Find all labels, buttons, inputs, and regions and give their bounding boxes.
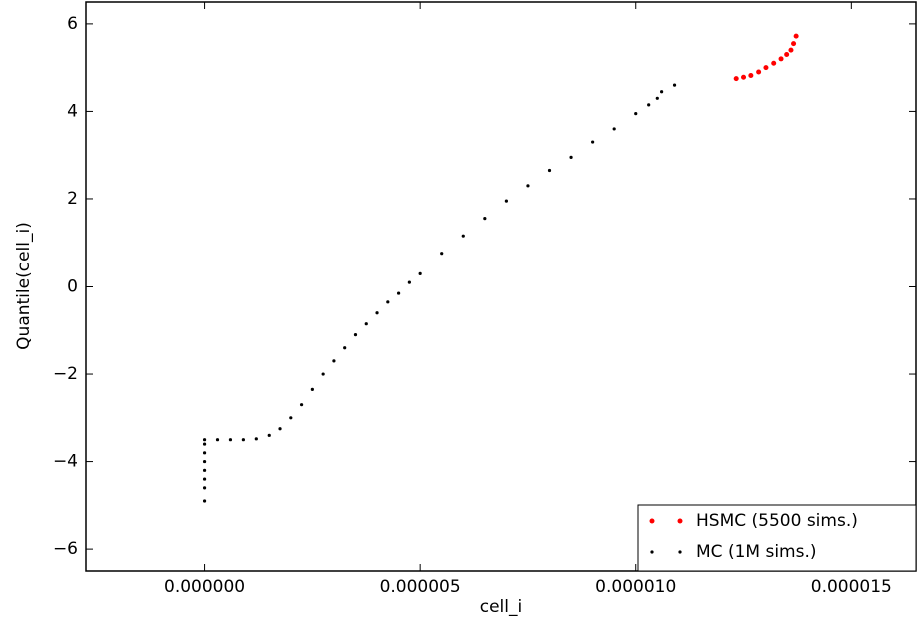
point: [660, 90, 664, 94]
plot-frame: [85, 1, 917, 572]
point: [310, 387, 314, 391]
point: [634, 112, 638, 116]
point: [778, 56, 784, 62]
point: [504, 199, 508, 203]
point: [547, 168, 552, 173]
point: [655, 96, 659, 100]
point: [241, 438, 245, 442]
y-tick-label: −2: [53, 364, 78, 384]
point: [407, 280, 411, 284]
point: [771, 60, 777, 66]
point: [396, 291, 401, 295]
point: [763, 65, 769, 71]
point: [299, 403, 304, 407]
y-tick-label: −4: [53, 452, 78, 472]
y-tick-label: 6: [67, 14, 78, 34]
x-tick-label: 0.000010: [595, 577, 676, 597]
point: [461, 234, 465, 238]
point: [228, 438, 233, 442]
point: [440, 252, 444, 256]
x-tick-label: 0.000005: [380, 577, 461, 597]
y-tick-label: 0: [67, 277, 78, 297]
legend-label: MC (1M sims.): [696, 542, 817, 562]
legend-marker: [678, 550, 682, 554]
point: [267, 433, 271, 437]
point: [526, 184, 530, 188]
point: [332, 359, 336, 363]
x-axis-label: cell_i: [480, 597, 522, 617]
point: [591, 140, 595, 144]
point: [748, 73, 754, 79]
legend-marker: [649, 518, 655, 524]
y-axis-label: Quantile(cell_i): [14, 222, 34, 350]
point: [202, 499, 207, 503]
point: [647, 103, 651, 107]
point: [202, 468, 207, 472]
x-tick-label: 0.000000: [164, 577, 245, 597]
point: [202, 477, 207, 481]
point: [375, 311, 379, 315]
point: [791, 41, 797, 47]
point: [793, 33, 799, 39]
point: [343, 346, 347, 350]
point: [364, 322, 368, 326]
point: [756, 69, 762, 75]
point: [741, 74, 747, 80]
y-tick-label: −6: [53, 539, 78, 559]
point: [202, 451, 207, 455]
point: [278, 427, 282, 431]
point: [569, 155, 573, 159]
point: [202, 459, 207, 464]
point: [202, 442, 207, 446]
legend-marker: [677, 518, 683, 524]
point: [672, 83, 677, 87]
point: [289, 416, 293, 420]
legend-box: [637, 504, 917, 572]
point: [612, 127, 616, 131]
point: [733, 76, 739, 82]
point: [202, 438, 207, 442]
point: [353, 333, 358, 337]
point: [788, 47, 794, 53]
point: [418, 271, 422, 275]
point: [321, 372, 325, 376]
point: [254, 437, 258, 441]
y-tick-label: 2: [67, 189, 78, 209]
point: [202, 486, 207, 490]
y-tick-label: 4: [67, 101, 78, 121]
point: [215, 438, 220, 442]
point: [784, 52, 790, 58]
point: [386, 300, 390, 304]
legend-marker: [650, 550, 654, 554]
legend-label: HSMC (5500 sims.): [696, 511, 858, 531]
x-tick-label: 0.000015: [811, 577, 892, 597]
point: [483, 217, 487, 221]
